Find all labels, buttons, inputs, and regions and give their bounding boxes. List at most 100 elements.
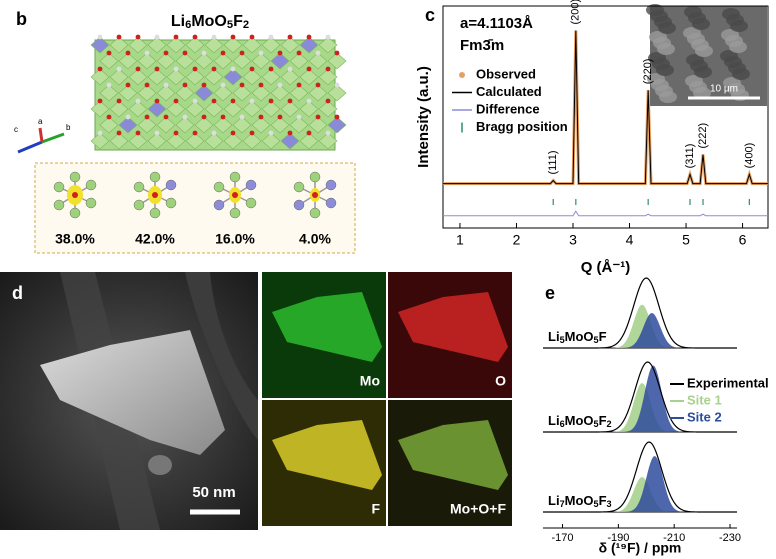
- eds-label: Mo+O+F: [450, 501, 506, 517]
- x-tick-label: 3: [569, 232, 577, 248]
- site-curve: [543, 477, 737, 512]
- sem-grain: [656, 64, 674, 76]
- oxygen-atom: [277, 114, 283, 120]
- octahedra: 38.0% 42.0% 16.0% 4.0%: [53, 171, 337, 247]
- ligand: [165, 197, 177, 209]
- oxygen-atom: [296, 50, 302, 56]
- octahedron: [242, 100, 262, 118]
- oxygen-atom: [230, 66, 236, 72]
- axis-label: b: [66, 123, 71, 132]
- ligand: [133, 199, 145, 211]
- oxygen-atom: [258, 114, 264, 120]
- oxygen-atom: [182, 50, 188, 56]
- oxygen-atom: [144, 82, 150, 88]
- y-axis-label: Intensity (a.u.): [415, 66, 432, 168]
- experimental-curve: [543, 361, 737, 433]
- oxygen-atom: [220, 50, 226, 56]
- oxygen-atom: [268, 130, 274, 136]
- eds-label: F: [371, 501, 380, 517]
- octahedron: [270, 52, 290, 70]
- oxygen-atom: [173, 66, 179, 72]
- experimental-curve: [543, 441, 737, 513]
- oxygen-center: [232, 192, 238, 198]
- octahedron: [318, 132, 338, 150]
- octahedron: [261, 132, 281, 150]
- oxygen-atom: [334, 114, 340, 120]
- x-tick-label: 1: [456, 232, 464, 248]
- oxygen-atom: [173, 130, 179, 136]
- oxygen-atom: [135, 98, 141, 104]
- sem-grain: [659, 91, 677, 103]
- octahedron: [289, 116, 309, 134]
- formula-title: Li6MoO5F2: [171, 13, 249, 30]
- axis-label: a: [38, 117, 43, 126]
- oxygen-atom: [106, 50, 112, 56]
- legend-label: Difference: [476, 101, 540, 116]
- octahedron: [109, 68, 129, 86]
- oxygen-atom: [287, 98, 293, 104]
- oxygen-atom: [268, 98, 274, 104]
- oxygen-atom: [315, 114, 321, 120]
- x-tick-label: 4: [626, 232, 634, 248]
- x-tick-label: -190: [607, 532, 629, 544]
- oxygen-atom: [239, 114, 245, 120]
- ligand: [325, 179, 337, 191]
- oxygen-atom: [97, 130, 103, 136]
- oxygen-atom: [268, 34, 274, 40]
- ligand: [85, 179, 97, 191]
- octahedron: [137, 52, 157, 70]
- oxygen-atom: [258, 50, 264, 56]
- octahedron: [118, 84, 138, 102]
- ligand: [213, 199, 225, 211]
- octahedron: [270, 84, 290, 102]
- octahedron: [156, 116, 176, 134]
- octahedron: [204, 132, 224, 150]
- panel-label: e: [545, 283, 555, 303]
- oxygen-center: [312, 192, 318, 198]
- ligand: [165, 179, 177, 191]
- panel-label: b: [16, 9, 27, 29]
- eds-particle: [398, 420, 508, 490]
- oxygen-atom: [277, 82, 283, 88]
- octahedron: [299, 68, 319, 86]
- eds-particle: [272, 292, 382, 362]
- oxygen-atom: [249, 98, 255, 104]
- legend-marker: [459, 72, 465, 78]
- x-tick-label: -210: [663, 532, 685, 544]
- oxygen-atom: [315, 82, 321, 88]
- octahedron: [299, 100, 319, 118]
- peak-label: (222): [697, 123, 709, 149]
- octahedron: [109, 36, 129, 54]
- octahedron: [109, 100, 129, 118]
- site-curve: [543, 383, 737, 432]
- site-curve: [543, 365, 737, 432]
- octahedron: [308, 52, 328, 70]
- peak-label: (311): [684, 144, 696, 169]
- octahedron: [213, 116, 233, 134]
- eds-label: O: [495, 373, 506, 389]
- octahedron: [147, 68, 167, 86]
- octahedron: [280, 100, 300, 118]
- octahedron: [194, 116, 214, 134]
- ligand: [149, 207, 161, 219]
- ligand: [245, 179, 257, 191]
- ligand: [69, 207, 81, 219]
- oxygen-atom: [182, 114, 188, 120]
- xrd-chart: c a=4.1103Å Fm3̄m Intensity (a.u.) Q (Å⁻¹) 1 2…: [415, 0, 769, 276]
- oxygen-atom: [135, 130, 141, 136]
- series-line: [443, 30, 768, 185]
- octahedron: [232, 84, 252, 102]
- oxygen-atom: [163, 114, 169, 120]
- oxygen-atom: [201, 50, 207, 56]
- oxygen-atom: [306, 66, 312, 72]
- oxygen-atom: [249, 130, 255, 136]
- ligand: [309, 171, 321, 183]
- octahedron: [175, 52, 195, 70]
- ligand: [229, 171, 241, 183]
- ligand: [229, 207, 241, 219]
- oxygen-atom: [116, 130, 122, 136]
- oxygen-atom: [287, 66, 293, 72]
- octahedron: [185, 100, 205, 118]
- octahedron: [194, 52, 214, 70]
